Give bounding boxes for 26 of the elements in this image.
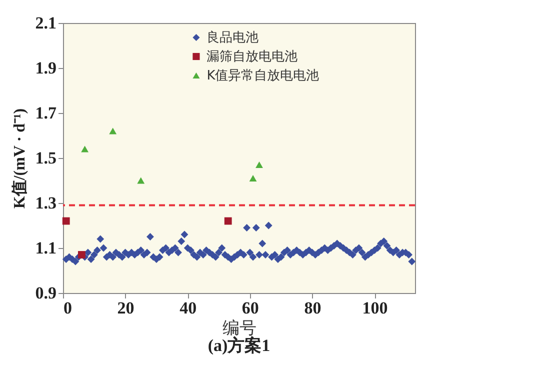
point <box>109 128 117 134</box>
text: (a)方案1 <box>208 335 270 355</box>
y-axis-title: K值/(mV · d⁻¹) <box>10 108 28 209</box>
y-tick-label: 1.7 <box>35 104 57 122</box>
legend-label: 良品电池 <box>206 30 259 46</box>
point <box>81 146 89 152</box>
x-tick-label: 40 <box>180 298 197 318</box>
y-tick-label: 2.1 <box>35 14 56 32</box>
x-tick-label: 60 <box>242 298 259 318</box>
legend-label: 漏筛自放电电池 <box>206 50 298 64</box>
x-tick-label: 80 <box>304 298 322 318</box>
point <box>62 217 70 225</box>
legend-label: K值异常自放电电池 <box>206 68 320 84</box>
x-tick-label: 20 <box>117 298 134 318</box>
y-tick-label: 1.5 <box>35 148 56 168</box>
point <box>224 217 232 225</box>
point <box>137 177 145 184</box>
y-tick-label: 1.3 <box>35 194 56 212</box>
y-tick-label: 1.9 <box>35 58 56 78</box>
y-tick-label: 0.9 <box>35 284 56 302</box>
x-tick-label: 0 <box>64 298 72 318</box>
y-tick-label: 1.1 <box>35 238 56 258</box>
x-tick-label: 100 <box>362 298 388 318</box>
point <box>256 162 263 168</box>
point <box>249 175 257 182</box>
point <box>78 251 86 258</box>
